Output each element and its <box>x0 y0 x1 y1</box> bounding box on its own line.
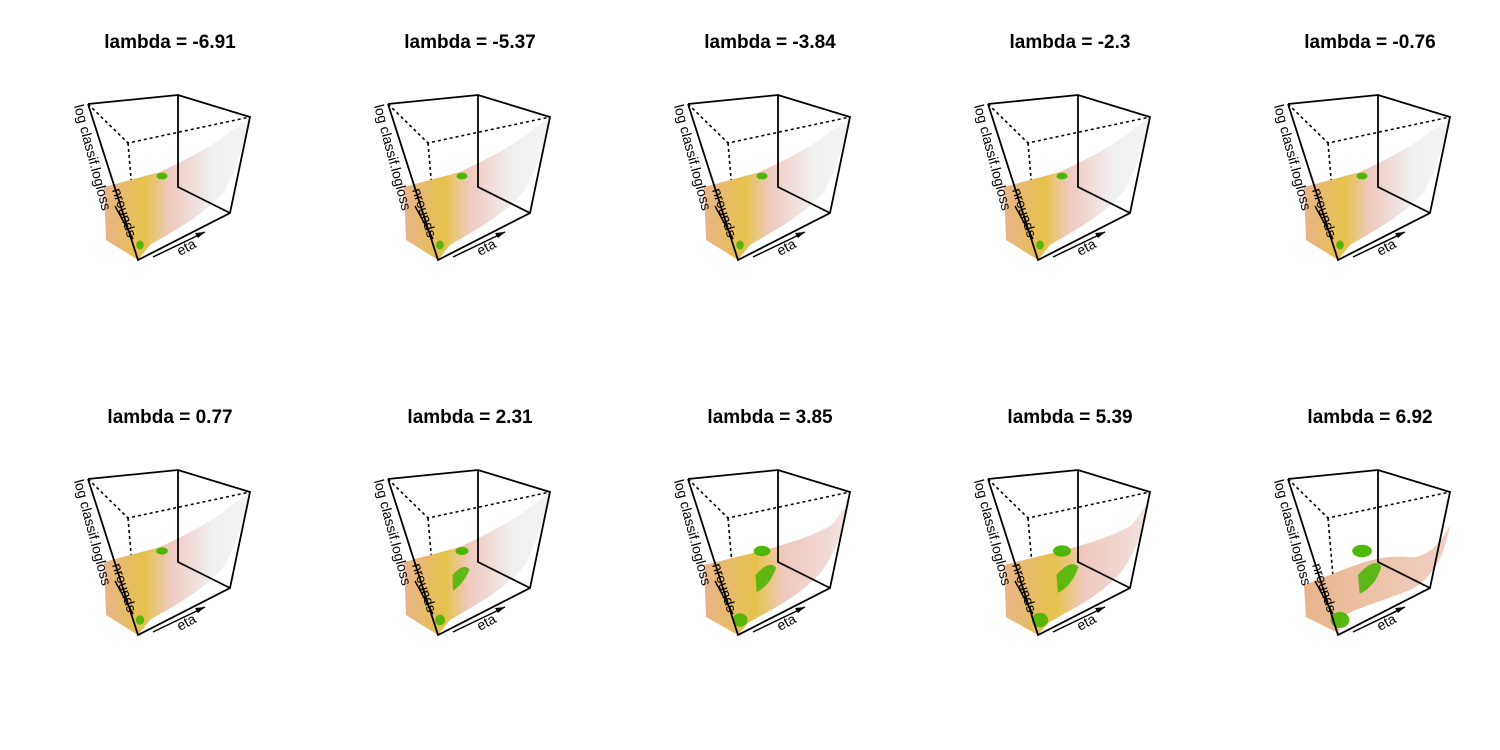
surface <box>104 492 250 635</box>
nrounds-axis-arrow <box>1314 205 1334 240</box>
nrounds-axis-arrow <box>114 580 134 615</box>
surface <box>704 500 850 635</box>
surface <box>1304 525 1450 633</box>
box-back-edges <box>1077 470 1131 589</box>
surface-minimum-region <box>1053 545 1071 557</box>
box-back-edges <box>177 95 231 214</box>
arrow-head <box>1095 607 1105 613</box>
arrow-head <box>1395 232 1405 238</box>
nrounds-axis-arrow <box>1014 205 1034 240</box>
box-back-edges <box>1377 95 1431 214</box>
surface-minimum-region <box>456 172 468 180</box>
surface-minimum-region <box>1056 564 1079 593</box>
eta-axis-arrow <box>1052 606 1106 633</box>
panel-title: lambda = -3.84 <box>704 32 836 53</box>
surface <box>1304 117 1450 260</box>
nrounds-axis-arrow <box>414 580 434 615</box>
surface-minimum-region <box>1352 544 1372 558</box>
nrounds-axis-arrow <box>114 205 134 240</box>
surface-minimum-region <box>753 545 771 557</box>
nrounds-axis-arrow <box>414 205 434 240</box>
box-back-edges <box>477 470 531 589</box>
surface-minimum-region <box>755 564 777 593</box>
arrow-head <box>195 232 205 238</box>
panel-title: lambda = 6.92 <box>1307 407 1432 428</box>
eta-axis-arrow <box>452 231 506 258</box>
box-back-edges <box>177 470 231 589</box>
surface-minimum-region <box>1031 612 1049 628</box>
surface-minimum-region <box>736 240 744 250</box>
surface <box>404 117 550 260</box>
arrow-head <box>795 232 805 238</box>
box-back-edges <box>1077 95 1131 214</box>
box-back-edges <box>777 470 831 589</box>
surface-minimum-region <box>1036 240 1044 250</box>
panel-title: lambda = 0.77 <box>107 407 232 428</box>
eta-axis-arrow <box>152 606 206 633</box>
eta-axis-arrow <box>452 606 506 633</box>
surface-minimum-region <box>452 566 470 591</box>
surface <box>1004 117 1150 260</box>
panel-title: lambda = 3.85 <box>707 407 833 428</box>
eta-axis-arrow <box>1352 606 1406 633</box>
eta-axis-arrow <box>752 606 806 633</box>
nrounds-axis-arrow <box>1314 580 1334 615</box>
surface <box>104 117 250 260</box>
eta-axis-arrow <box>152 231 206 258</box>
arrow-head <box>495 607 505 613</box>
surface-minimum-region <box>455 547 469 555</box>
surface-minimum-region <box>435 614 445 626</box>
surface-minimum-region <box>436 240 444 250</box>
box-back-edges <box>477 95 531 214</box>
nrounds-axis-arrow <box>714 580 734 615</box>
surface-minimum-region <box>1356 172 1368 180</box>
nrounds-axis-arrow <box>1014 580 1034 615</box>
eta-axis-arrow <box>752 231 806 258</box>
eta-axis-arrow <box>1352 231 1406 258</box>
surface <box>704 117 850 260</box>
box-back-edges <box>777 95 831 214</box>
arrow-head <box>1095 232 1105 238</box>
surface-minimum-region <box>1358 563 1382 594</box>
surface-minimum-region <box>135 615 145 625</box>
surface-minimum-region <box>156 547 168 555</box>
surface <box>404 492 550 635</box>
eta-axis-arrow <box>1052 231 1106 258</box>
panel-title: lambda = -0.76 <box>1304 32 1435 53</box>
surface-minimum-region <box>1056 172 1068 180</box>
arrow-head <box>495 232 505 238</box>
arrow-head <box>795 607 805 613</box>
panel-title: lambda = -6.91 <box>104 32 236 53</box>
panel-title: lambda = 2.31 <box>407 407 533 428</box>
arrow-head <box>1395 607 1405 613</box>
panel-title: lambda = -5.37 <box>404 32 535 53</box>
surface-minimum-region <box>732 613 748 627</box>
arrow-head <box>195 607 205 613</box>
surface-minimum-region <box>756 172 768 180</box>
surface-minimum-region <box>1336 240 1344 250</box>
box-back-edges <box>1377 470 1431 589</box>
nrounds-axis-arrow <box>714 205 734 240</box>
panel-title: lambda = 5.39 <box>1007 407 1132 428</box>
panel-title: lambda = -2.3 <box>1010 32 1131 53</box>
surface-minimum-region <box>156 172 168 180</box>
surface-minimum-region <box>136 240 144 250</box>
